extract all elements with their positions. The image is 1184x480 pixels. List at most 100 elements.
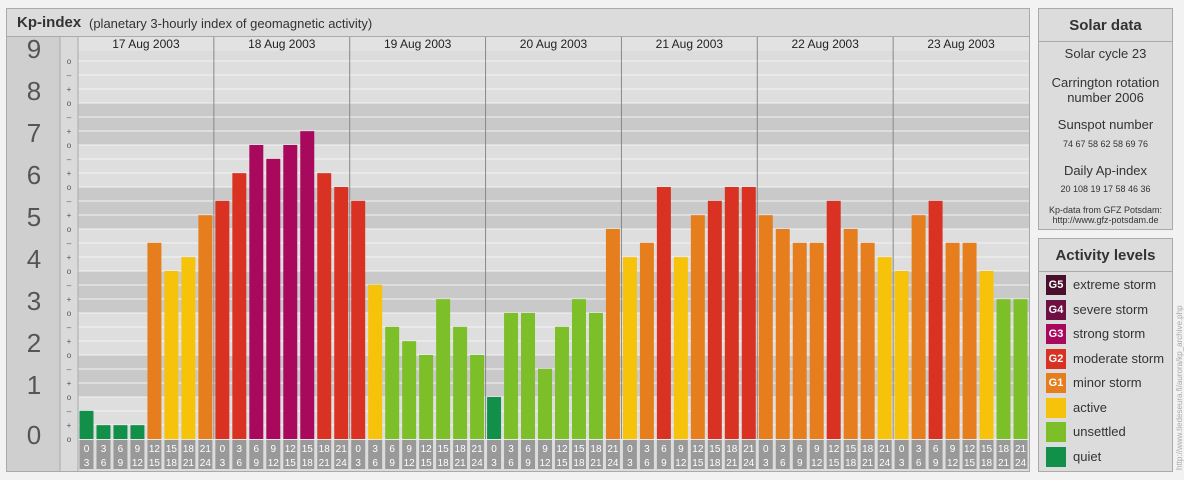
- y-tick-label: 0: [27, 420, 41, 450]
- source-line1: Kp-data from GFZ Potsdam:: [1048, 205, 1163, 215]
- interval-box: [996, 440, 1011, 469]
- kp-bar: [656, 187, 671, 439]
- minor-tick-label: +: [67, 85, 72, 94]
- interval-box: [538, 440, 552, 469]
- interval-box: [504, 440, 519, 469]
- interval-box: [368, 440, 383, 469]
- kp-bar: [487, 397, 502, 439]
- kp-bar: [215, 200, 230, 439]
- interval-end-label: 6: [101, 458, 107, 469]
- interval-start-label: 9: [135, 444, 141, 455]
- interval-end-label: 12: [132, 458, 144, 469]
- kp-bar: [673, 257, 688, 439]
- interval-box: [639, 440, 654, 469]
- interval-end-label: 12: [539, 458, 551, 469]
- interval-start-label: 12: [692, 444, 704, 455]
- interval-box: [351, 440, 366, 469]
- legend-swatch: [1046, 446, 1066, 467]
- minor-tick-column: [60, 37, 78, 471]
- minor-tick-label: –: [67, 71, 72, 80]
- interval-box: [1013, 440, 1028, 469]
- interval-start-label: 21: [743, 444, 755, 455]
- minor-tick-label: –: [67, 197, 72, 206]
- interval-end-label: 18: [709, 458, 721, 469]
- interval-box: [79, 440, 94, 469]
- minor-tick-label: o: [67, 309, 72, 318]
- minor-tick-label: –: [67, 323, 72, 332]
- interval-end-label: 9: [661, 458, 667, 469]
- minor-tick-label: o: [67, 99, 72, 108]
- sunspot-values: 74 67 58 62 58 69 76: [1062, 139, 1149, 149]
- interval-box: [453, 440, 468, 469]
- kp-bar: [113, 425, 128, 439]
- interval-start-label: 12: [556, 444, 568, 455]
- interval-end-label: 15: [285, 458, 297, 469]
- day-label: 22 Aug 2003: [792, 37, 860, 51]
- interval-start-label: 21: [879, 444, 891, 455]
- kp-chart-panel: Kp-index (planetary 3-hourly index of ge…: [6, 8, 1030, 472]
- interval-start-label: 0: [899, 444, 905, 455]
- grid-band: [78, 61, 1029, 103]
- interval-start-label: 15: [845, 444, 857, 455]
- interval-start-label: 12: [149, 444, 161, 455]
- interval-box: [707, 440, 722, 469]
- interval-box: [622, 440, 637, 469]
- interval-box: [775, 440, 790, 469]
- interval-start-label: 21: [472, 444, 484, 455]
- interval-box: [555, 440, 569, 469]
- interval-start-label: 21: [607, 444, 619, 455]
- day-label: 17 Aug 2003: [112, 37, 180, 51]
- interval-box: [130, 440, 145, 469]
- kp-bar: [571, 299, 586, 439]
- interval-end-label: 18: [438, 458, 450, 469]
- minor-tick-label: +: [67, 211, 72, 220]
- kp-bar: [79, 410, 94, 439]
- activity-levels-panel: Activity levels G5 extreme storm G4 severe …: [1038, 238, 1173, 472]
- interval-start-label: 12: [828, 444, 840, 455]
- interval-box: [979, 440, 994, 469]
- kp-bar: [538, 368, 552, 439]
- legend-swatch: G4: [1046, 299, 1066, 320]
- interval-start-label: 12: [421, 444, 433, 455]
- interval-end-label: 21: [998, 458, 1010, 469]
- divider: [1039, 271, 1172, 272]
- interval-end-label: 24: [879, 458, 891, 469]
- interval-end-label: 9: [118, 458, 124, 469]
- interval-box: [605, 440, 620, 469]
- interval-end-label: 21: [455, 458, 467, 469]
- interval-end-label: 18: [166, 458, 178, 469]
- interval-start-label: 3: [101, 444, 107, 455]
- minor-tick-label: o: [67, 393, 72, 402]
- interval-end-label: 12: [947, 458, 959, 469]
- interval-box: [164, 440, 179, 469]
- interval-box: [402, 440, 417, 469]
- interval-end-label: 9: [389, 458, 395, 469]
- interval-start-label: 21: [1015, 444, 1027, 455]
- kp-bar: [402, 341, 417, 439]
- interval-box: [962, 440, 977, 469]
- interval-end-label: 21: [590, 458, 602, 469]
- interval-start-label: 3: [780, 444, 786, 455]
- kp-bar: [690, 215, 705, 439]
- interval-end-label: 18: [845, 458, 857, 469]
- interval-start-label: 21: [200, 444, 212, 455]
- interval-end-label: 12: [268, 458, 280, 469]
- source-link[interactable]: http://www.gfz-potsdam.de: [1052, 215, 1159, 225]
- interval-end-label: 15: [964, 458, 976, 469]
- interval-start-label: 15: [981, 444, 993, 455]
- interval-start-label: 3: [237, 444, 243, 455]
- interval-box: [385, 440, 400, 469]
- day-label: 21 Aug 2003: [656, 37, 724, 51]
- minor-tick-label: +: [67, 127, 72, 136]
- minor-tick-label: +: [67, 337, 72, 346]
- kp-bar: [724, 187, 739, 439]
- interval-start-label: 0: [627, 444, 633, 455]
- interval-start-label: 15: [709, 444, 721, 455]
- kp-bar: [843, 229, 858, 439]
- interval-end-label: 12: [675, 458, 687, 469]
- interval-box: [792, 440, 807, 469]
- divider: [1039, 41, 1172, 42]
- interval-box: [588, 440, 603, 469]
- minor-tick-label: o: [67, 435, 72, 444]
- interval-end-label: 24: [336, 458, 348, 469]
